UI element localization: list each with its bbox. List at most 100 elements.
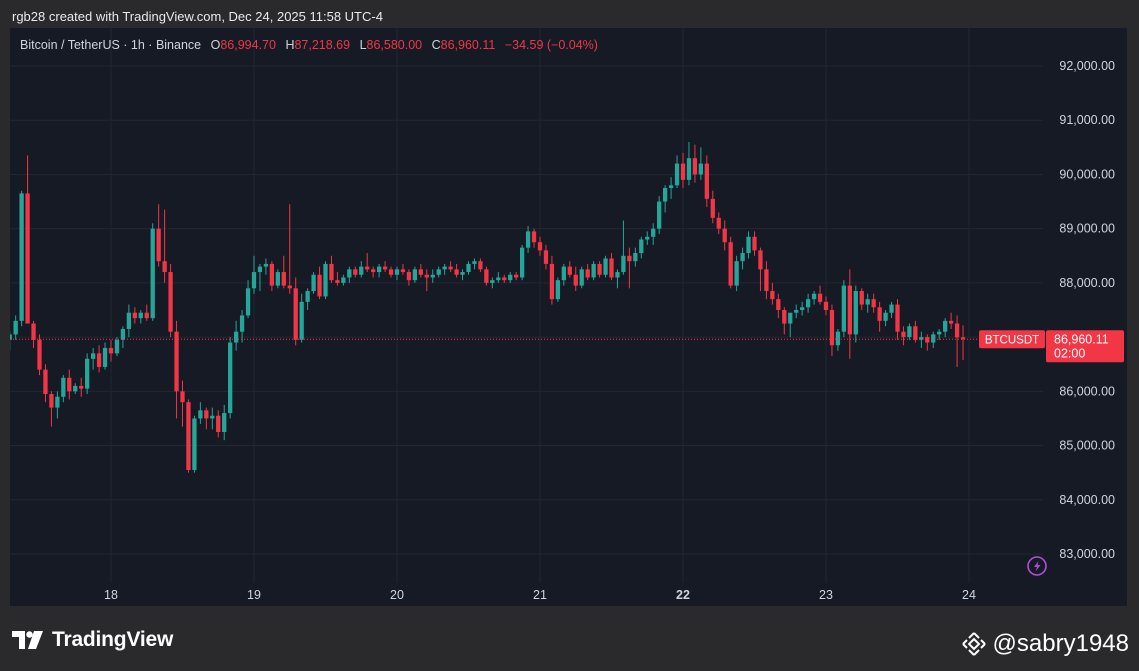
- candle: [519, 244, 525, 281]
- candle: [347, 266, 352, 283]
- price-tag: [1046, 330, 1124, 363]
- tradingview-logo-icon: [12, 631, 43, 649]
- candle: [686, 141, 692, 186]
- candle-body: [156, 228, 161, 262]
- open-label: O: [210, 38, 221, 52]
- candle: [329, 255, 334, 283]
- candle: [371, 266, 376, 278]
- y-tick-label: 84,000.00: [1059, 493, 1115, 507]
- candle: [305, 288, 310, 310]
- candle-body: [204, 410, 209, 419]
- candle: [311, 272, 316, 294]
- candle: [728, 236, 733, 289]
- candle: [925, 334, 930, 351]
- y-tick-label: 89,000.00: [1059, 222, 1115, 236]
- candle: [335, 272, 340, 286]
- candlestick-chart[interactable]: 83,000.0084,000.0085,000.0086,000.0087,0…: [10, 28, 1127, 606]
- candle-body: [96, 353, 102, 367]
- candle-body: [907, 326, 912, 338]
- candle-body: [239, 315, 245, 332]
- candle: [639, 236, 644, 259]
- y-tick-label: 90,000.00: [1059, 167, 1115, 181]
- candle-body: [484, 269, 489, 283]
- candle: [353, 266, 358, 278]
- candle-body: [424, 274, 429, 278]
- candle-body: [412, 269, 418, 281]
- candle: [96, 345, 102, 373]
- candle: [150, 223, 155, 321]
- y-tick-label: 91,000.00: [1059, 113, 1115, 127]
- lightning-icon[interactable]: [1027, 556, 1047, 576]
- candle-body: [627, 255, 632, 262]
- time-axis: 18 19 20 21 22 23 24: [104, 588, 976, 602]
- candle-body: [210, 415, 215, 419]
- open-value: 86,994.70: [220, 38, 276, 52]
- candle-body: [794, 310, 799, 313]
- candle-body: [943, 320, 948, 332]
- candle-body: [895, 304, 900, 332]
- candle-body: [668, 185, 674, 188]
- candle-body: [722, 228, 727, 243]
- candle: [823, 296, 829, 316]
- candle: [245, 280, 251, 319]
- candle-body: [680, 163, 686, 180]
- y-tick-label: 85,000.00: [1059, 439, 1115, 453]
- watermark-text: @sabry1948: [992, 630, 1129, 657]
- candle: [871, 293, 876, 313]
- candle-body: [269, 263, 275, 286]
- candle: [317, 266, 322, 300]
- binance-logo-icon: [961, 632, 986, 656]
- candle-body: [317, 274, 322, 297]
- candle-body: [371, 269, 376, 273]
- candle: [847, 269, 852, 359]
- candle: [555, 277, 561, 302]
- symbol-tag-label: BTCUSDT: [985, 334, 1039, 346]
- candle-body: [496, 277, 501, 281]
- candle: [746, 231, 751, 259]
- candle-body: [692, 158, 698, 175]
- chart-panel[interactable]: 83,000.0084,000.0085,000.0086,000.0087,0…: [10, 28, 1127, 606]
- candle-body: [430, 274, 435, 278]
- candle-body: [937, 331, 942, 335]
- candle-body: [639, 239, 644, 254]
- candle-body: [514, 274, 519, 278]
- candle-body: [919, 337, 924, 340]
- candle-body: [299, 301, 304, 340]
- candle-body: [55, 396, 60, 408]
- candle: [657, 196, 662, 235]
- candle-body: [597, 263, 602, 275]
- candle-body: [740, 253, 745, 262]
- candle-body: [728, 242, 733, 286]
- candle-body: [233, 331, 239, 343]
- candle: [817, 285, 823, 305]
- candle-body: [645, 236, 650, 240]
- x-tick-label: 24: [962, 588, 976, 602]
- chart-credit: rgb28 created with TradingView.com, Dec …: [12, 9, 383, 24]
- candle-body: [925, 337, 930, 343]
- candle: [263, 258, 269, 275]
- candle: [782, 307, 787, 335]
- candle-body: [365, 266, 370, 270]
- candle: [454, 263, 459, 278]
- candle-body: [817, 293, 823, 302]
- candle: [645, 231, 650, 245]
- candle-body: [633, 253, 638, 262]
- candle: [621, 220, 626, 275]
- candle-body: [13, 320, 18, 335]
- change-value: −34.59 (−0.04%): [504, 38, 598, 52]
- candle: [132, 307, 137, 324]
- candle: [13, 315, 18, 340]
- candle: [31, 320, 36, 348]
- low-value: 86,580.00: [366, 38, 423, 52]
- tradingview-brand[interactable]: TradingView: [12, 628, 173, 652]
- candle-body: [138, 312, 143, 319]
- candle: [841, 280, 847, 338]
- symbol-description[interactable]: Bitcoin / TetherUS · 1h · Binance: [20, 38, 202, 52]
- candle: [776, 293, 781, 319]
- candle: [108, 339, 114, 362]
- candle: [543, 244, 549, 270]
- candle: [430, 269, 435, 283]
- close-label: C: [431, 38, 441, 52]
- y-tick-label: 83,000.00: [1059, 547, 1115, 561]
- candle: [591, 261, 596, 281]
